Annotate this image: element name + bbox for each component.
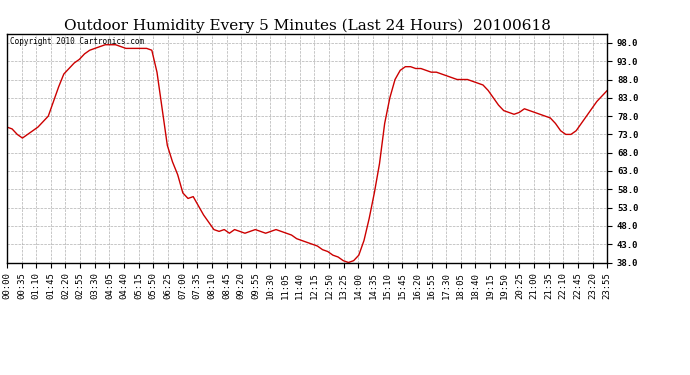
- Title: Outdoor Humidity Every 5 Minutes (Last 24 Hours)  20100618: Outdoor Humidity Every 5 Minutes (Last 2…: [63, 18, 551, 33]
- Text: Copyright 2010 Cartronics.com: Copyright 2010 Cartronics.com: [10, 37, 144, 46]
